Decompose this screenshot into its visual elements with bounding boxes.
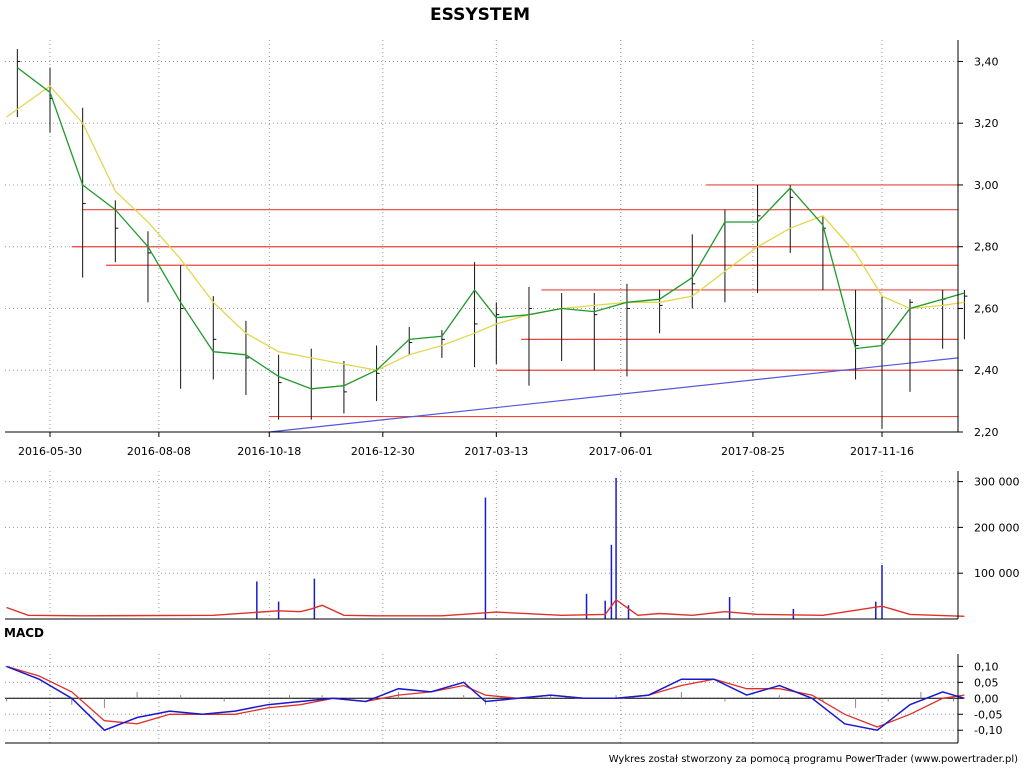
- y-tick-label: 300 000: [974, 476, 1020, 489]
- x-tick-label: 2016-12-30: [351, 445, 415, 458]
- macd-signal-line: [6, 665, 965, 728]
- chart-title: ESSYSTEM: [430, 5, 530, 25]
- y-tick-label: 0,05: [974, 676, 999, 689]
- x-tick-label: 2017-03-13: [464, 445, 528, 458]
- y-tick-label: 0,10: [974, 660, 999, 673]
- y-tick-label: -0,05: [974, 708, 1002, 721]
- x-tick-label: 2016-05-30: [18, 445, 82, 458]
- footer-credit: Wykres został stworzony za pomocą progra…: [609, 754, 1018, 765]
- panel-frames: [5, 40, 963, 744]
- y-tick-label: 2,80: [974, 241, 999, 254]
- x-tick-label: 2016-08-08: [127, 445, 191, 458]
- volume-average-line: [6, 598, 965, 617]
- grid-lines: [5, 40, 958, 743]
- x-tick-label: 2016-10-18: [237, 445, 301, 458]
- x-tick-label: 2017-06-01: [589, 445, 653, 458]
- chart-marks: [5, 49, 968, 732]
- y-tick-label: 100 000: [974, 567, 1020, 580]
- y-tick-label: 2,60: [974, 302, 999, 315]
- y-tick-label: 3,20: [974, 117, 999, 130]
- trend-line: [269, 357, 959, 433]
- moving-average-long-line: [6, 85, 965, 371]
- y-tick-label: 3,00: [974, 179, 999, 192]
- y-tick-label: 3,40: [974, 55, 999, 68]
- x-tick-label: 2017-08-25: [721, 445, 785, 458]
- y-tick-label: 0,00: [974, 692, 999, 705]
- y-tick-label: -0,10: [974, 724, 1002, 737]
- macd-panel-title: MACD: [4, 626, 44, 640]
- moving-average-short-line: [16, 67, 965, 390]
- y-tick-label: 2,40: [974, 364, 999, 377]
- y-tick-label: 2,20: [974, 426, 999, 439]
- y-tick-label: 200 000: [974, 521, 1020, 534]
- x-tick-label: 2017-11-16: [850, 445, 914, 458]
- axis-labels: 3,40 3,20 3,00 2,80 2,60 2,40 2,20 300 000 200 0…: [18, 55, 1019, 737]
- macd-line: [6, 665, 965, 732]
